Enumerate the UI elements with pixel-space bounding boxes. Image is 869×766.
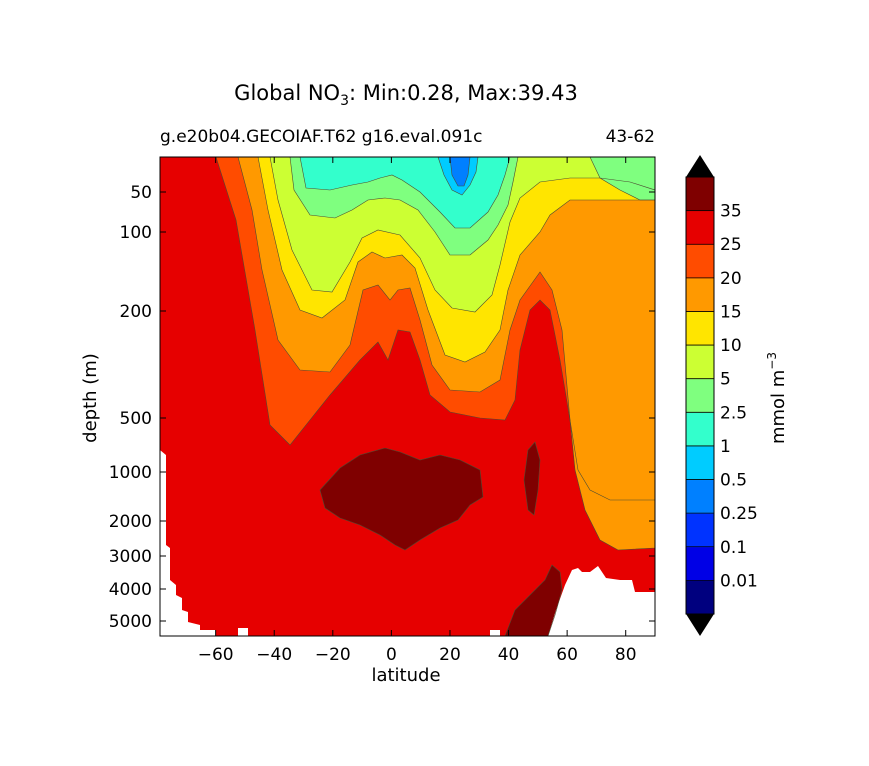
contour-line xyxy=(449,157,471,187)
contour-line xyxy=(269,157,655,313)
y-axis-label: depth (m) xyxy=(80,353,101,443)
colorbar-swatch xyxy=(686,412,714,447)
colorbar-tick-label: 10 xyxy=(720,336,742,356)
colorbar: 0.01 0.1 0.25 0.5 1 2.5 5 10 15 20 25 35 xyxy=(685,155,758,636)
y-tick-label: 4000 xyxy=(109,580,152,600)
plot-frame xyxy=(159,156,656,637)
colorbar-tick-label: 0.25 xyxy=(720,504,758,524)
y-tick-label: 50 xyxy=(130,183,152,203)
colorbar-tick-label: 0.5 xyxy=(720,471,747,491)
x-tick-label: 0 xyxy=(386,645,397,665)
contour-line xyxy=(437,157,479,196)
x-tick-label: 40 xyxy=(498,645,520,665)
y-tick-label: 500 xyxy=(120,409,152,429)
colorbar-swatch xyxy=(686,445,714,481)
plot-area xyxy=(160,157,655,636)
x-tick-label: 60 xyxy=(556,645,578,665)
colorbar-label: mmol m−3 xyxy=(765,352,789,444)
colorbar-tick-label: 0.01 xyxy=(720,571,758,591)
land-mask-antarctic xyxy=(160,157,216,636)
x-tick-label: 20 xyxy=(439,645,461,665)
x-axis-label: latitude xyxy=(371,665,440,686)
colorbar-swatch xyxy=(686,210,714,245)
case-label: g.e20b04.GECOIAF.T62 g16.eval.091c xyxy=(160,127,482,147)
chart-title: Global NO3: Min:0.28, Max:39.43 xyxy=(234,81,578,109)
colorbar-extend-max xyxy=(686,155,714,177)
x-tick-label: 80 xyxy=(615,645,637,665)
contour-line xyxy=(257,157,655,363)
x-axis: −60 −40 −20 0 20 40 60 80 xyxy=(198,157,637,665)
colorbar-frame xyxy=(685,176,715,615)
colorbar-swatch xyxy=(686,311,714,346)
contour-line xyxy=(299,157,511,229)
y-tick-label: 200 xyxy=(120,302,152,322)
contour-region-over-35-b xyxy=(524,442,540,515)
contour-region-0.25-0.5 xyxy=(450,157,470,186)
colorbar-tick-label: 15 xyxy=(720,302,742,322)
colorbar-swatch xyxy=(686,244,714,279)
colorbar-tick-label: 25 xyxy=(720,235,742,255)
colorbar-swatch xyxy=(686,345,714,380)
contour-region-over-35-c xyxy=(505,565,562,636)
contour-line xyxy=(319,447,484,551)
colorbar-tick-label: 35 xyxy=(720,202,742,222)
colorbar-swatch xyxy=(686,378,714,413)
contour-line xyxy=(504,564,563,636)
colorbar-tick-label: 1 xyxy=(720,437,731,457)
x-tick-label: −60 xyxy=(198,645,234,665)
colorbar-swatch xyxy=(686,277,714,312)
colorbar-swatch xyxy=(686,546,714,581)
colorbar-tick-label: 2.5 xyxy=(720,403,747,423)
colorbar-swatch xyxy=(686,177,714,212)
y-tick-label: 1000 xyxy=(109,463,152,483)
y-tick-label: 100 xyxy=(120,223,152,243)
land-mask-arctic xyxy=(548,566,655,636)
colorbar-swatch xyxy=(686,513,714,548)
x-tick-label: −40 xyxy=(256,645,292,665)
contour-line xyxy=(289,157,655,256)
contour-region-over-35-a xyxy=(320,448,483,550)
y-axis: 50 100 200 500 1000 2000 3000 4000 5000 xyxy=(109,183,655,632)
colorbar-swatch xyxy=(686,580,714,615)
years-label: 43-62 xyxy=(606,127,655,147)
colorbar-tick-label: 20 xyxy=(720,269,742,289)
y-tick-label: 3000 xyxy=(109,547,152,567)
colorbar-tick-label: 5 xyxy=(720,370,731,390)
colorbar-swatch xyxy=(686,479,714,514)
contour-line xyxy=(237,157,655,551)
contour-lines xyxy=(215,157,655,636)
contour-line xyxy=(215,157,655,501)
y-tick-label: 2000 xyxy=(109,512,152,532)
colorbar-tick-label: 0.1 xyxy=(720,538,747,558)
colorbar-extend-min xyxy=(686,614,714,636)
contour-line xyxy=(523,441,541,516)
y-tick-label: 5000 xyxy=(109,612,152,632)
x-tick-label: −20 xyxy=(315,645,351,665)
